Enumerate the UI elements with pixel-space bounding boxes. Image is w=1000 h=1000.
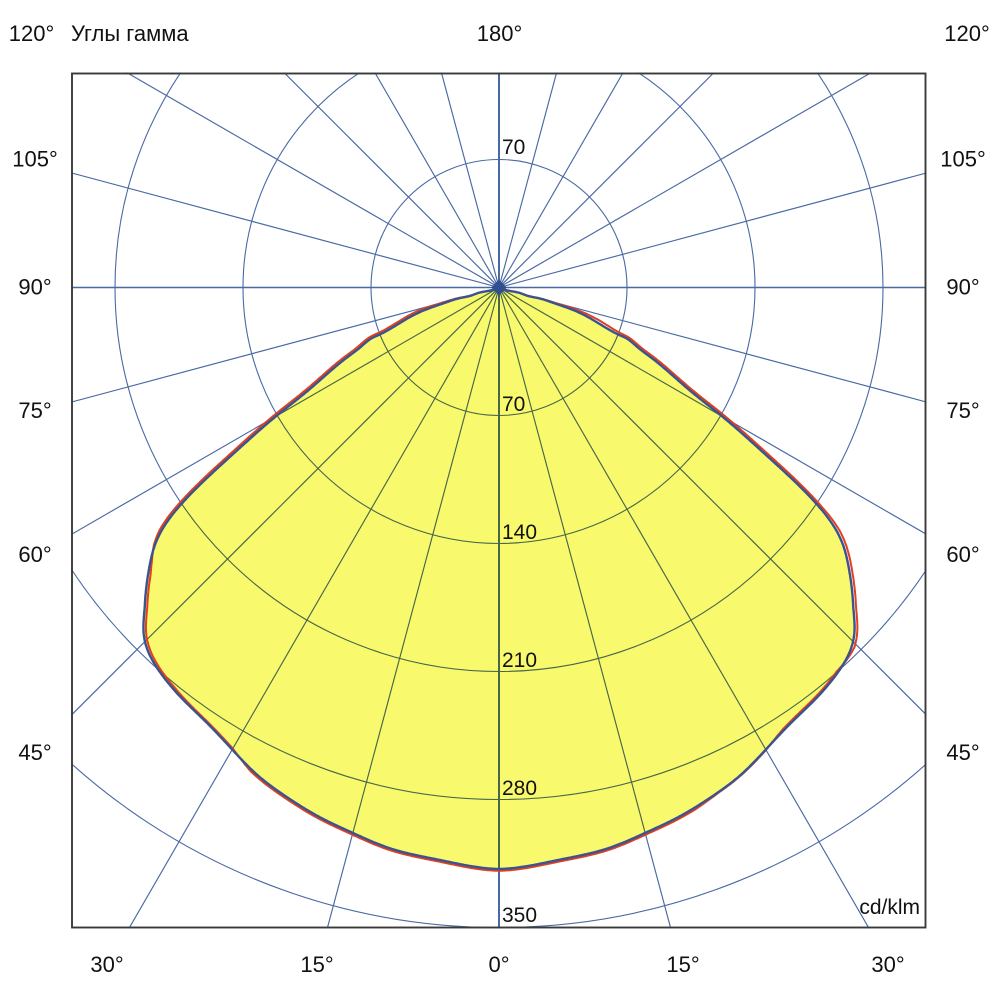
svg-text:210: 210 — [502, 649, 537, 672]
svg-text:45°: 45° — [946, 740, 979, 765]
svg-text:90°: 90° — [946, 275, 979, 300]
svg-text:105°: 105° — [940, 147, 986, 172]
svg-text:120°: 120° — [9, 21, 55, 46]
svg-text:70: 70 — [502, 136, 525, 159]
svg-text:15°: 15° — [300, 952, 333, 977]
svg-text:30°: 30° — [90, 952, 123, 977]
svg-text:90°: 90° — [18, 275, 51, 300]
svg-text:280: 280 — [502, 777, 537, 800]
svg-text:140: 140 — [502, 521, 537, 544]
svg-text:cd/klm: cd/klm — [859, 896, 920, 919]
svg-text:350: 350 — [502, 904, 537, 927]
svg-text:Углы гамма: Углы гамма — [71, 21, 189, 46]
svg-text:60°: 60° — [18, 542, 51, 567]
svg-text:120°: 120° — [944, 21, 990, 46]
svg-text:180°: 180° — [477, 21, 523, 46]
svg-text:15°: 15° — [666, 952, 699, 977]
svg-text:60°: 60° — [946, 542, 979, 567]
svg-text:70: 70 — [502, 393, 525, 416]
svg-text:105°: 105° — [12, 147, 58, 172]
svg-text:75°: 75° — [18, 398, 51, 423]
svg-text:0°: 0° — [488, 952, 509, 977]
svg-text:30°: 30° — [871, 952, 904, 977]
svg-text:75°: 75° — [946, 398, 979, 423]
svg-text:45°: 45° — [18, 740, 51, 765]
